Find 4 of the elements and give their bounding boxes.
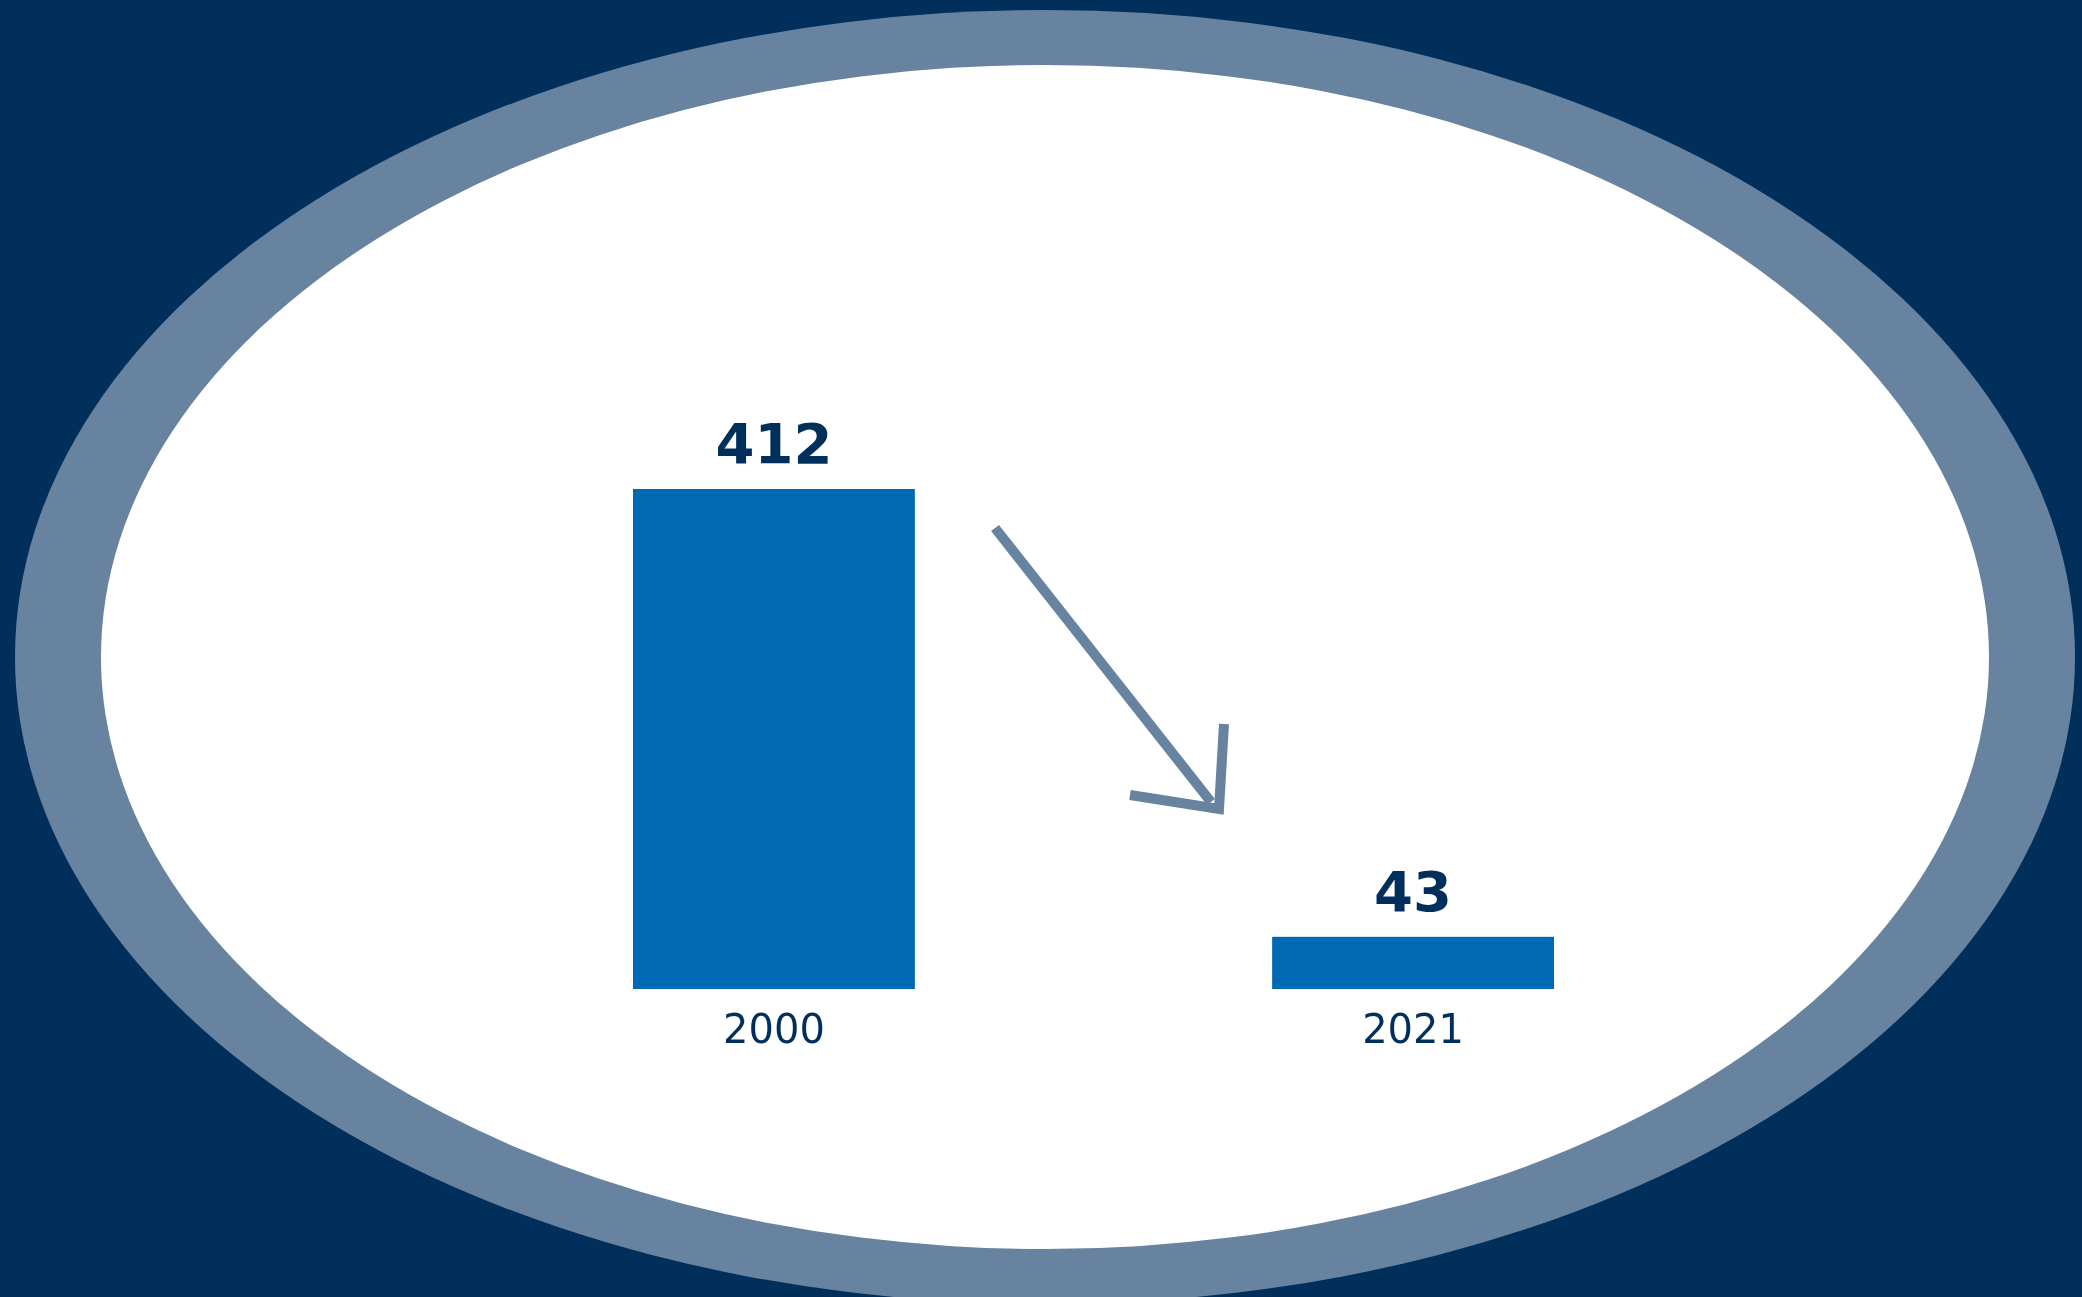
data-label: 412 — [715, 411, 833, 476]
x-tick-label: 2000 — [723, 1006, 825, 1052]
x-tick-label: 2021 — [1362, 1006, 1464, 1052]
data-label: 43 — [1374, 858, 1453, 924]
